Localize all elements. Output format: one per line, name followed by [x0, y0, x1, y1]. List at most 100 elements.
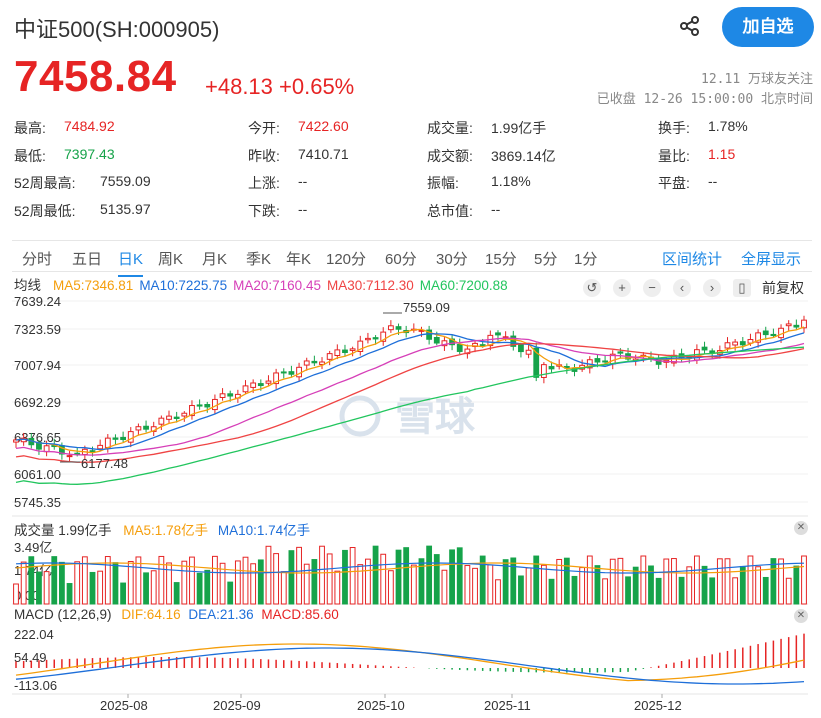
ma-item: MA5:7346.81 — [53, 278, 134, 293]
ma-item: MA60:7200.88 — [419, 278, 508, 293]
tab-4[interactable]: 月K — [202, 251, 228, 268]
zoom-out-icon[interactable]: − — [643, 279, 661, 297]
quote-label: 昨收: — [248, 148, 280, 164]
market-status: 已收盘 12-26 15:00:00 北京时间 — [596, 92, 813, 107]
volume-bar — [166, 562, 172, 605]
scroll-right-icon[interactable]: › — [703, 279, 721, 297]
candle-body — [441, 340, 448, 347]
candle-body — [793, 324, 800, 328]
share-icon[interactable] — [679, 15, 701, 37]
volume-title: 成交量 1.99亿手 — [14, 523, 112, 538]
volume-bar — [303, 563, 310, 605]
candle-body — [510, 335, 517, 347]
candle-type-icon[interactable]: ▯ — [733, 279, 751, 297]
volume-bar — [196, 572, 203, 605]
volume-bar — [265, 545, 272, 605]
candle-body — [311, 360, 318, 364]
volume-bar — [112, 562, 119, 605]
tab-0[interactable]: 分时 — [22, 251, 53, 268]
candle-body — [166, 415, 172, 420]
volume-bar — [319, 545, 325, 605]
macd-dea: DEA:21.36 — [188, 607, 254, 622]
x-axis-label: 2025-11 — [484, 698, 531, 713]
candle-body — [372, 337, 379, 340]
quote-value: 5135.97 — [100, 201, 151, 217]
price-change: +48.13 +0.65% — [205, 74, 355, 99]
fuquan-select[interactable]: 前复权 — [762, 280, 804, 296]
volume-bar — [296, 546, 302, 605]
volume-bar — [13, 583, 19, 605]
quote-label: 下跌: — [248, 203, 280, 219]
candle-body — [533, 347, 540, 378]
tab-7[interactable]: 120分 — [326, 251, 367, 268]
add-watchlist-button[interactable]: 加自选 — [722, 7, 814, 47]
volume-bar — [97, 570, 104, 605]
volume-bar — [395, 549, 402, 605]
tab-11[interactable]: 5分 — [534, 251, 558, 268]
volume-bar — [686, 566, 693, 605]
volume-bar — [127, 560, 134, 605]
fullscreen-link[interactable]: 全屏显示 — [741, 251, 802, 268]
volume-bar — [755, 566, 761, 605]
volume-bar — [495, 579, 501, 605]
tab-8[interactable]: 60分 — [385, 251, 417, 268]
quote-value: 7484.92 — [64, 118, 115, 134]
candle-body — [143, 425, 149, 430]
scroll-left-icon[interactable]: ‹ — [673, 279, 691, 297]
reset-icon[interactable]: ↺ — [583, 279, 601, 297]
candle-body — [273, 372, 280, 385]
high-annotation: 7559.09 — [403, 300, 450, 315]
volume-bar — [204, 569, 211, 605]
candle-body — [112, 437, 119, 440]
quote-value: 1.78% — [708, 118, 748, 134]
tab-9[interactable]: 30分 — [436, 251, 468, 268]
tab-12[interactable]: 1分 — [574, 251, 598, 268]
candle-body — [801, 319, 807, 329]
tab-6[interactable]: 年K — [286, 251, 312, 268]
ma-item: MA30:7112.30 — [326, 278, 414, 293]
volume-bar — [372, 545, 379, 605]
volume-bar — [36, 571, 42, 605]
quote-value: -- — [298, 173, 308, 189]
candle-body — [181, 412, 188, 417]
volume-bar — [640, 555, 647, 605]
volume-ma-line — [15, 562, 805, 574]
volume-bar — [387, 570, 394, 605]
x-axis-label: 2025-10 — [357, 698, 405, 713]
volume-bar — [770, 558, 777, 605]
close-macd-icon[interactable]: ✕ — [794, 609, 808, 623]
volume-bar — [739, 565, 746, 605]
volume-bar — [189, 556, 195, 605]
volume-bar — [66, 583, 73, 605]
candle-body — [173, 416, 180, 419]
volume-bar — [74, 561, 81, 605]
volume-bar — [801, 555, 807, 605]
volume-bar — [257, 559, 264, 605]
tab-2[interactable]: 日K — [118, 248, 144, 277]
candle-body — [762, 330, 769, 336]
range-stats-link[interactable]: 区间统计 — [662, 251, 723, 268]
tab-10[interactable]: 15分 — [485, 251, 517, 268]
close-volume-icon[interactable]: ✕ — [794, 521, 808, 535]
volume-bar — [43, 571, 50, 605]
quote-value: -- — [708, 173, 718, 189]
candle-body — [701, 346, 708, 351]
candle-body — [747, 339, 754, 344]
volume-bar — [747, 555, 754, 605]
quote-value: 7559.09 — [100, 173, 151, 189]
volume-bar — [59, 561, 65, 605]
tab-5[interactable]: 季K — [246, 251, 272, 268]
volume-bar — [563, 557, 570, 605]
zoom-in-icon[interactable]: + — [613, 279, 631, 297]
tab-3[interactable]: 周K — [158, 251, 184, 268]
tab-1[interactable]: 五日 — [72, 251, 103, 268]
candle-body — [212, 398, 218, 411]
volume-bar — [709, 577, 716, 605]
volume-bar — [426, 545, 433, 605]
quote-value: -- — [491, 201, 501, 217]
ma-title: 均线 — [14, 278, 41, 293]
candle-body — [540, 364, 547, 378]
volume-bar — [586, 555, 593, 605]
ma-item: MA10:7225.75 — [139, 278, 228, 293]
